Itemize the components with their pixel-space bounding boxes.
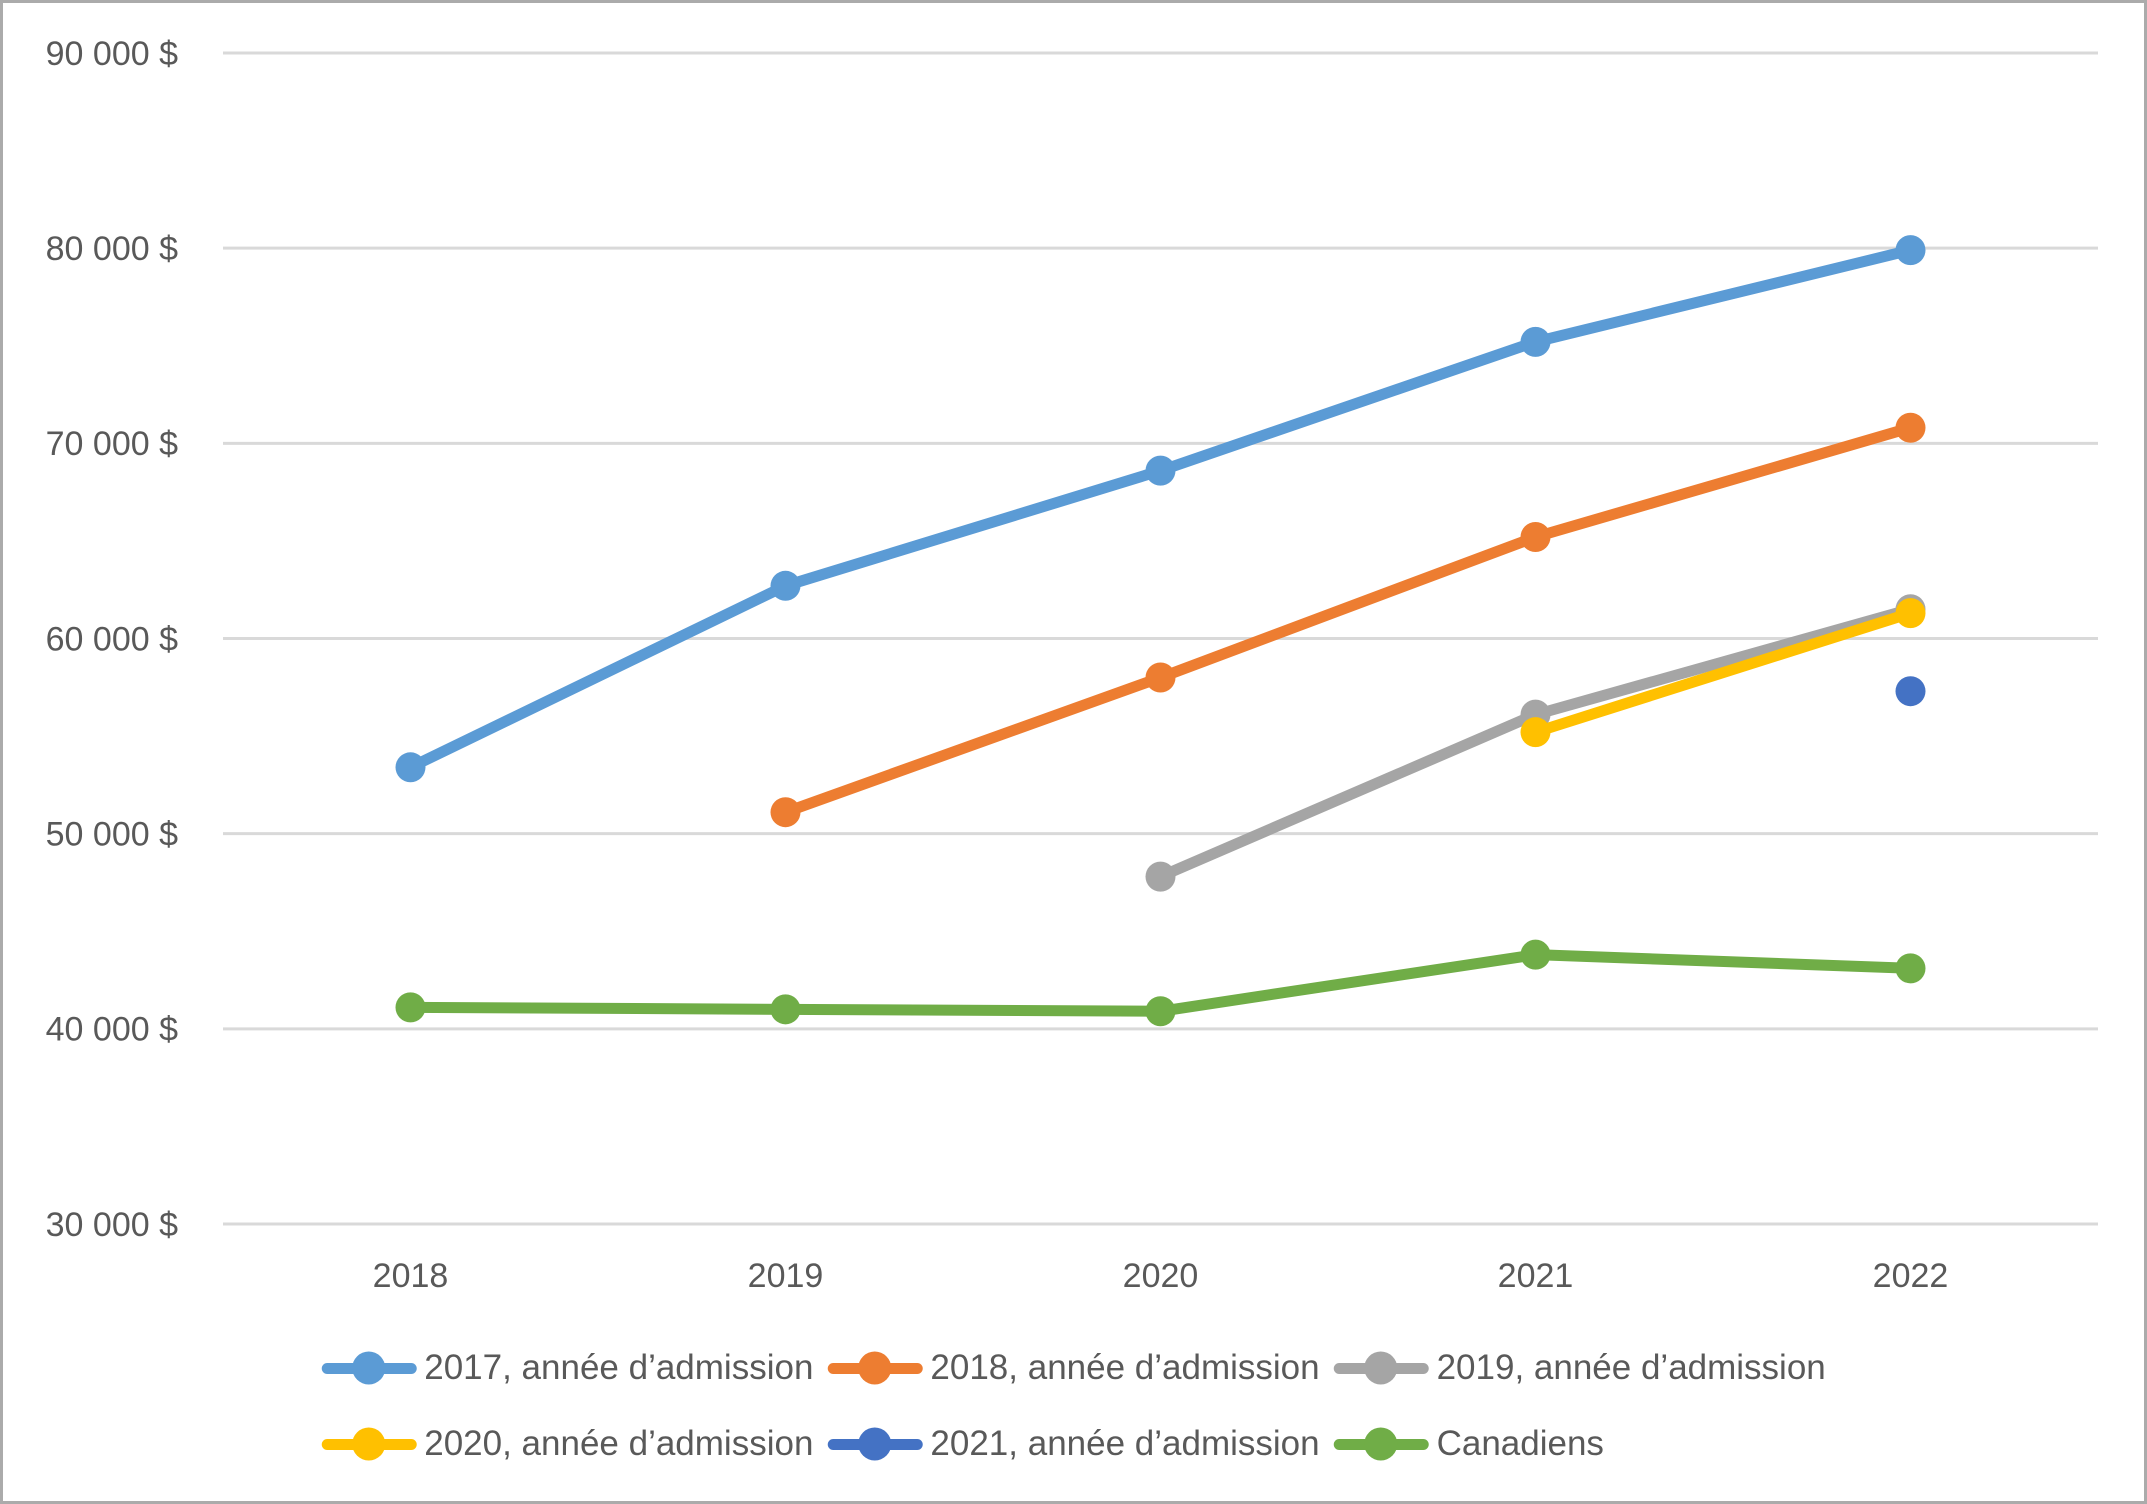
legend-marker-icon [827,1362,923,1374]
series-marker [1520,326,1551,357]
series-marker [770,797,801,828]
legend-row-1: 2017, année d’admission 2018, année d’ad… [321,1343,1826,1393]
series-marker [770,570,801,601]
x-axis-tick-label: 2022 [1873,1257,1949,1295]
series-marker [1895,676,1926,707]
series-marker [770,994,801,1025]
series-marker [1145,455,1176,486]
x-axis-tick-label: 2018 [373,1257,449,1295]
series-marker [1520,717,1551,748]
series-line [780,422,1916,818]
legend-label: 2021, année d’admission [930,1424,1320,1463]
legend-row-2: 2020, année d’admission 2021, année d’ad… [321,1419,1826,1469]
legend-item-2019-admission: 2019, année d’admission [1333,1348,1826,1388]
legend-item-2017-admission: 2017, année d’admission [321,1348,813,1388]
legend-marker-icon [1333,1438,1429,1450]
series-marker [1145,861,1176,892]
legend-marker-icon [321,1362,417,1374]
x-axis-tick-label: 2020 [1123,1257,1199,1295]
legend-label: 2020, année d’admission [424,1424,814,1463]
y-axis-tick-label: 40 000 $ [46,1011,178,1049]
series-marker [1520,522,1551,553]
series-marker [1520,939,1551,970]
legend-label: 2017, année d’admission [424,1348,814,1387]
legend-marker-icon [827,1438,923,1450]
series-line [1530,607,1916,738]
series-marker [1895,235,1926,266]
y-axis-tick-label: 60 000 $ [46,620,178,658]
legend-item-2020-admission: 2020, année d’admission [321,1424,813,1464]
legend-item-2021-admission: 2021, année d’admission [827,1424,1320,1464]
legend-marker-icon [321,1438,417,1450]
y-axis-tick-label: 50 000 $ [46,816,178,854]
legend-item-2018-admission: 2018, année d’admission [827,1348,1320,1388]
legend-label: Canadiens [1436,1424,1604,1463]
series-marker [395,992,426,1023]
y-axis-tick-label: 80 000 $ [46,230,178,268]
y-axis-tick-label: 30 000 $ [46,1206,178,1244]
x-axis-tick-label: 2021 [1498,1257,1574,1295]
series-marker [1895,598,1926,629]
legend-item-canadiens: Canadiens [1333,1424,1604,1464]
series-marker [1145,996,1176,1027]
legend-marker-icon [1333,1362,1429,1374]
legend-label: 2019, année d’admission [1436,1348,1826,1387]
chart-legend: 2017, année d’admission 2018, année d’ad… [321,1343,1826,1469]
series-marker [1895,412,1926,443]
y-axis-tick-label: 70 000 $ [46,425,178,463]
series-marker [1895,953,1926,984]
series-marker [395,752,426,783]
legend-label: 2018, année d’admission [930,1348,1320,1387]
line-chart: 90 000 $ 80 000 $ 70 000 $ 60 000 $ 50 000 $… [46,35,2098,1295]
series-marker [1145,662,1176,693]
y-axis-tick-label: 90 000 $ [46,35,178,73]
x-axis-tick-label: 2019 [748,1257,824,1295]
